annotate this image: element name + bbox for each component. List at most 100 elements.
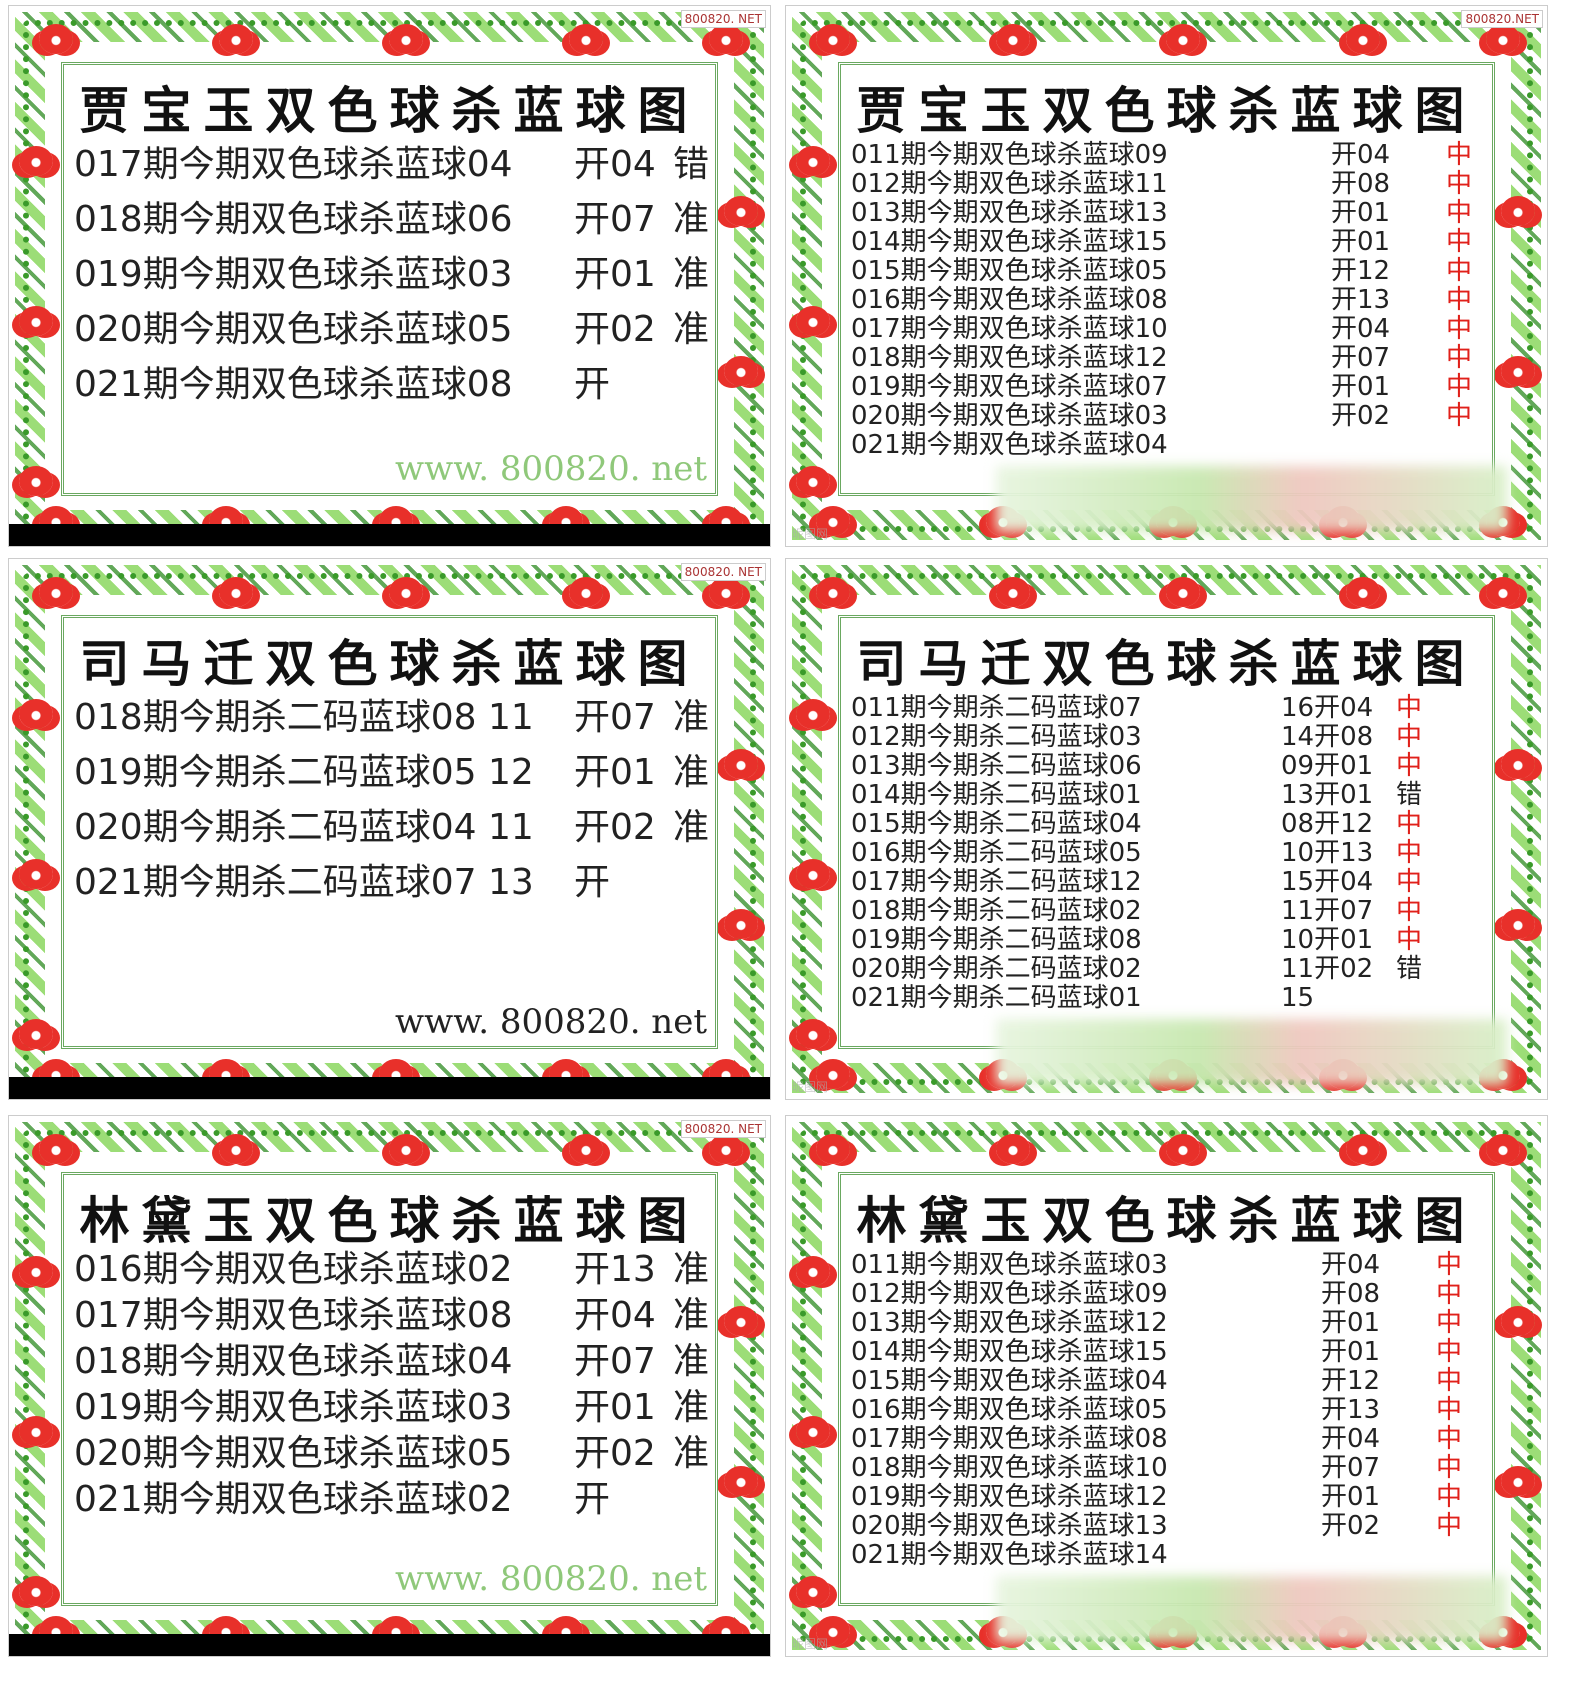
prediction-text: 012期今期双色球杀蓝球09 (851, 1279, 1168, 1309)
prediction-row: 018期今期双色球杀蓝球06 开07 准 (74, 192, 709, 247)
prediction-row: 018期今期双色球杀蓝球04 开07 准 (74, 1339, 709, 1385)
draw-result: 08开12 (1281, 809, 1374, 839)
inner-frame: 贾宝玉双色球杀蓝球图 017期今期双色球杀蓝球04 开04 错 018期今期双色… (61, 62, 718, 496)
prediction-text: 018期今期双色球杀蓝球12 (851, 343, 1168, 373)
inner-frame: 林黛玉双色球杀蓝球图 016期今期双色球杀蓝球02 开13 准 017期今期双色… (61, 1172, 718, 1606)
prediction-text: 015期今期双色球杀蓝球04 (851, 1366, 1168, 1396)
prediction-text: 018期今期杀二码蓝球02 (851, 896, 1142, 926)
result-status: 准 (672, 697, 709, 738)
result-status: 中 (1396, 896, 1423, 926)
flower-icon (19, 859, 53, 889)
prediction-text: 020期今期双色球杀蓝球13 (851, 1511, 1168, 1541)
prediction-row: 012期今期双色球杀蓝球09 开08 中 (851, 1280, 1486, 1309)
result-status: 中 (1396, 722, 1423, 752)
result-status: 错 (672, 144, 709, 185)
prediction-row: 019期今期双色球杀蓝球07 开01 中 (851, 373, 1486, 402)
prediction-row: 013期今期双色球杀蓝球13 开01 中 (851, 199, 1486, 228)
draw-result: 开02 (574, 807, 656, 848)
prediction-text: 014期今期双色球杀蓝球15 (851, 1337, 1168, 1367)
result-status: 中 (1396, 751, 1423, 781)
flower-icon (1501, 356, 1535, 386)
prediction-row: 020期今期双色球杀蓝球03 开02 中 (851, 402, 1486, 431)
flower-icon (19, 1256, 53, 1286)
result-status: 中 (1446, 285, 1473, 315)
prediction-text: 018期今期双色球杀蓝球10 (851, 1453, 1168, 1483)
prediction-row: 011期今期双色球杀蓝球09 开04 中 (851, 141, 1486, 170)
prediction-row: 012期今期杀二码蓝球03 14开08 中 (851, 723, 1486, 752)
draw-result: 开07 (574, 199, 656, 240)
flower-icon (724, 1306, 758, 1336)
prediction-text: 019期今期杀二码蓝球08 (851, 925, 1142, 955)
draw-result: 开04 (1331, 140, 1391, 170)
draw-result: 10开01 (1281, 925, 1374, 955)
prediction-text: 015期今期双色球杀蓝球05 (851, 256, 1168, 286)
flower-icon (219, 1134, 253, 1164)
result-status: 中 (1436, 1337, 1463, 1367)
draw-result: 开01 (1331, 198, 1391, 228)
prediction-text: 021期今期双色球杀蓝球08 (74, 364, 513, 405)
flower-icon (816, 1059, 850, 1089)
prediction-text: 011期今期双色球杀蓝球03 (851, 1250, 1168, 1280)
panel-title: 贾宝玉双色球杀蓝球图 (856, 81, 1477, 140)
flower-icon (709, 577, 743, 607)
result-status: 中 (1446, 169, 1473, 199)
prediction-row: 014期今期杀二码蓝球01 13开01 错 (851, 781, 1486, 810)
result-status: 中 (1446, 256, 1473, 286)
draw-result: 开04 (1321, 1250, 1381, 1280)
flower-icon (816, 1134, 850, 1164)
result-status: 中 (1436, 1279, 1463, 1309)
flower-icon (724, 356, 758, 386)
result-status: 准 (672, 1295, 709, 1336)
lottery-image-panel: 贾宝玉双色球杀蓝球图 017期今期双色球杀蓝球04 开04 错 018期今期双色… (8, 5, 771, 547)
draw-result: 11开02 (1281, 954, 1374, 984)
watermark: 800820. NET (680, 10, 766, 28)
prediction-row: 016期今期双色球杀蓝球02 开13 准 (74, 1247, 709, 1293)
lottery-image-panel: 贾宝玉双色球杀蓝球图 011期今期双色球杀蓝球09 开04 中 012期今期双色… (785, 5, 1548, 547)
draw-result: 开01 (1321, 1482, 1381, 1512)
prediction-row: 017期今期双色球杀蓝球10 开04 中 (851, 315, 1486, 344)
draw-result (1321, 1541, 1416, 1570)
result-status: 中 (1396, 693, 1423, 723)
result-status: 中 (1396, 867, 1423, 897)
draw-result: 开04 (1331, 314, 1391, 344)
draw-result: 开02 (574, 1433, 656, 1474)
draw-result: 开01 (574, 1387, 656, 1428)
prediction-list: 011期今期双色球杀蓝球09 开04 中 012期今期双色球杀蓝球11 开08 … (851, 141, 1486, 460)
draw-result: 14开08 (1281, 722, 1374, 752)
prediction-row: 012期今期双色球杀蓝球11 开08 中 (851, 170, 1486, 199)
flower-icon (19, 1576, 53, 1606)
panel-title: 司马迁双色球杀蓝球图 (79, 634, 700, 693)
prediction-text: 020期今期杀二码蓝球02 (851, 954, 1142, 984)
prediction-row: 017期今期双色球杀蓝球04 开04 错 (74, 137, 709, 192)
prediction-row: 014期今期双色球杀蓝球15 开01 中 (851, 1338, 1486, 1367)
prediction-text: 018期今期双色球杀蓝球06 (74, 199, 513, 240)
result-status: 准 (672, 752, 709, 793)
prediction-text: 014期今期双色球杀蓝球15 (851, 227, 1168, 257)
result-status: 中 (1436, 1424, 1463, 1454)
flower-icon (389, 24, 423, 54)
prediction-row: 017期今期杀二码蓝球12 15开04 中 (851, 868, 1486, 897)
flower-icon (1486, 1134, 1520, 1164)
prediction-row: 020期今期双色球杀蓝球13 开02 中 (851, 1512, 1486, 1541)
panel-title: 贾宝玉双色球杀蓝球图 (79, 81, 700, 140)
site-url: www. 800820. net (395, 1559, 707, 1599)
prediction-row: 015期今期双色球杀蓝球04 开12 中 (851, 1367, 1486, 1396)
prediction-row: 020期今期杀二码蓝球04 11 开02 准 (74, 800, 709, 855)
watermark: 800820. NET (680, 1120, 766, 1138)
draw-result: 开02 (1331, 401, 1391, 431)
flower-icon (796, 1416, 830, 1446)
draw-result: 开 (574, 364, 611, 405)
flower-icon (816, 1616, 850, 1646)
flower-icon (724, 749, 758, 779)
draw-result: 开01 (1321, 1308, 1381, 1338)
lottery-image-panel: 林黛玉双色球杀蓝球图 011期今期双色球杀蓝球03 开04 中 012期今期双色… (785, 1115, 1548, 1657)
prediction-text: 013期今期双色球杀蓝球12 (851, 1308, 1168, 1338)
draw-result: 开07 (574, 697, 656, 738)
prediction-text: 017期今期杀二码蓝球12 (851, 867, 1142, 897)
result-status: 中 (1446, 343, 1473, 373)
flower-icon (1501, 196, 1535, 226)
result-status: 中 (1446, 401, 1473, 431)
prediction-text: 019期今期双色球杀蓝球12 (851, 1482, 1168, 1512)
prediction-text: 016期今期杀二码蓝球05 (851, 838, 1142, 868)
flower-icon (219, 577, 253, 607)
